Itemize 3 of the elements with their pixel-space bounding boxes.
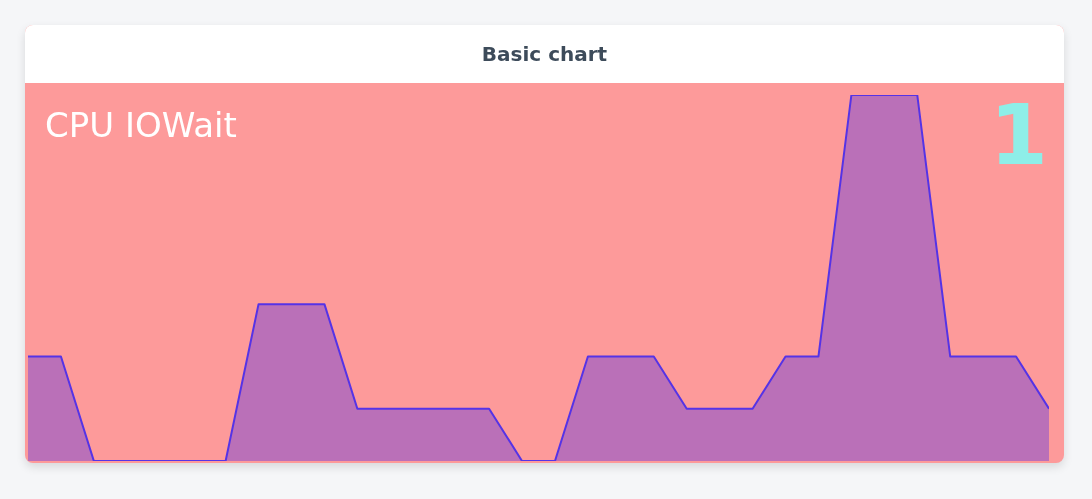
chart-subtitle: CPU IOWait — [45, 105, 237, 145]
annotation: 1 — [989, 86, 1048, 184]
chart-title: Basic chart — [25, 25, 1064, 83]
